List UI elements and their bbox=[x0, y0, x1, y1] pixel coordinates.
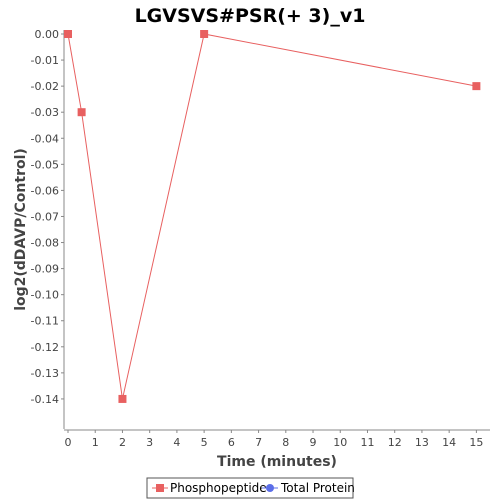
y-tick-label: -0.05 bbox=[31, 158, 59, 171]
y-tick-label: -0.12 bbox=[31, 341, 59, 354]
legend-box bbox=[146, 477, 354, 499]
y-tick-label: -0.14 bbox=[31, 393, 59, 406]
data-point bbox=[200, 30, 209, 38]
x-tick-label: 14 bbox=[442, 436, 456, 449]
x-tick-label: 5 bbox=[201, 436, 208, 449]
legend-phosphopeptide-marker bbox=[156, 484, 164, 492]
x-tick-label: 10 bbox=[333, 436, 347, 449]
y-tick-label: -0.02 bbox=[31, 80, 59, 93]
x-axis-title: Time (minutes) bbox=[217, 454, 337, 470]
x-tick-label: 0 bbox=[65, 436, 72, 449]
y-tick-label: -0.08 bbox=[31, 237, 59, 250]
x-tick-label: 4 bbox=[173, 436, 180, 449]
x-tick-label: 12 bbox=[388, 436, 402, 449]
x-tick-label: 6 bbox=[228, 436, 235, 449]
series-line-0 bbox=[67, 33, 477, 400]
y-tick-label: -0.09 bbox=[31, 263, 59, 276]
x-tick-label: 3 bbox=[146, 436, 153, 449]
y-tick-label: -0.10 bbox=[31, 289, 59, 302]
legend-phosphopeptide-label: Phosphopeptide bbox=[170, 481, 267, 495]
chart-title: LGVSVS#PSR(+ 3)_v1 bbox=[135, 5, 366, 27]
data-point bbox=[472, 82, 481, 91]
y-axis-title: log2(dDAVP/Control) bbox=[13, 148, 29, 311]
y-tick-label: -0.03 bbox=[31, 106, 59, 119]
y-tick-label: -0.07 bbox=[31, 210, 59, 223]
y-tick-label: -0.01 bbox=[31, 54, 59, 67]
y-axis-ticks: 0.00 -0.01 -0.02 -0.03 -0.04 -0.05 -0.06 -0.07 -… bbox=[31, 28, 64, 406]
y-tick-label: -0.04 bbox=[31, 132, 59, 145]
legend: Phosphopeptide Total Protein bbox=[146, 477, 355, 499]
x-axis-ticks: 0 1 2 3 4 5 6 7 8 9 10 11 12 13 14 15 bbox=[65, 430, 483, 449]
x-tick-label: 11 bbox=[360, 436, 374, 449]
x-tick-label: 15 bbox=[469, 436, 483, 449]
y-tick-label: -0.06 bbox=[31, 184, 59, 197]
x-tick-label: 9 bbox=[310, 436, 317, 449]
x-tick-label: 7 bbox=[255, 436, 262, 449]
x-tick-label: 8 bbox=[282, 436, 289, 449]
x-tick-label: 13 bbox=[415, 436, 429, 449]
y-tick-label: 0.00 bbox=[35, 28, 60, 41]
series-layer bbox=[64, 30, 481, 403]
y-tick-label: -0.11 bbox=[31, 315, 59, 328]
x-tick-label: 1 bbox=[92, 436, 99, 449]
y-tick-label: -0.13 bbox=[31, 367, 59, 380]
legend-total-protein-marker bbox=[266, 484, 274, 492]
x-tick-label: 2 bbox=[119, 436, 126, 449]
legend-total-protein-label: Total Protein bbox=[280, 481, 355, 495]
data-point bbox=[77, 108, 86, 117]
data-point bbox=[118, 394, 127, 403]
data-point bbox=[64, 30, 72, 38]
